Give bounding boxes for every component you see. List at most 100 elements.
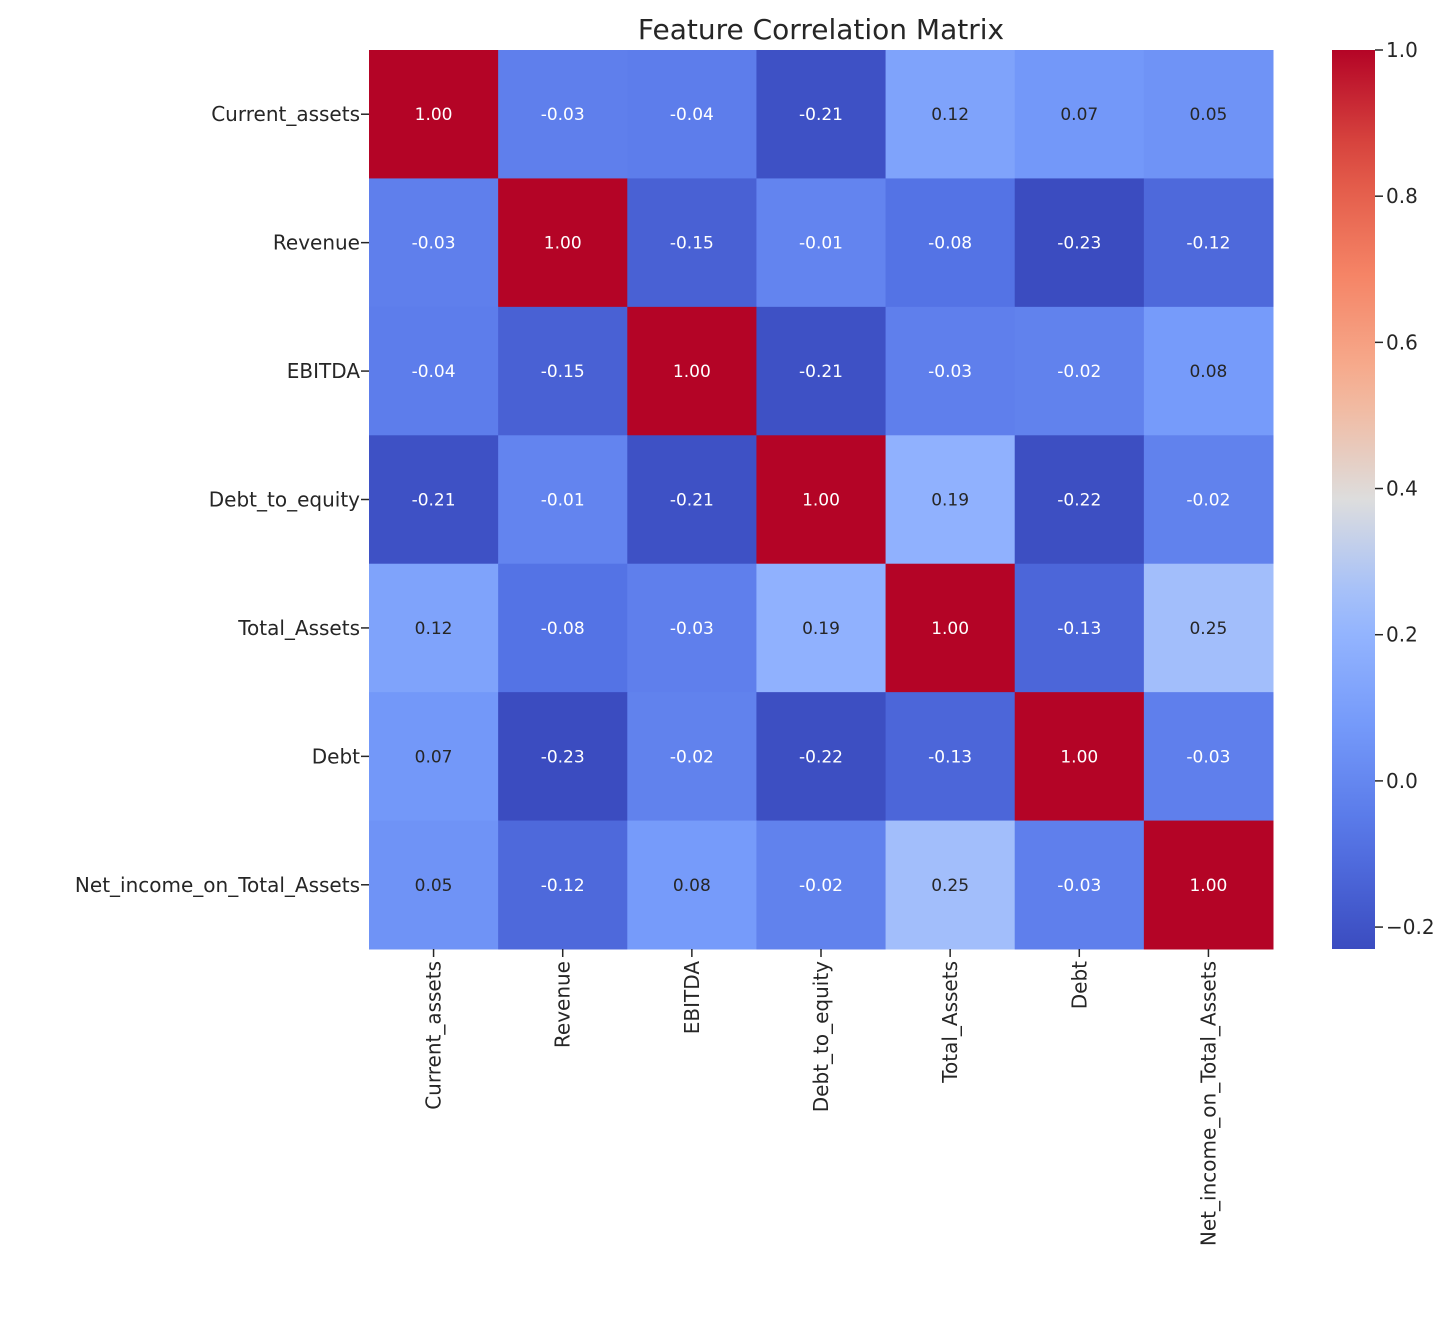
cell-value-label: 0.25 <box>931 876 969 896</box>
heatmap-cell <box>627 50 757 179</box>
x-tick-label: Total_Assets <box>938 961 962 1084</box>
heatmap-cell <box>885 820 1016 950</box>
cell-value-label: -0.04 <box>412 362 456 382</box>
cell-value-label: -0.23 <box>1057 234 1101 254</box>
cell-value-label: 0.25 <box>1189 619 1227 639</box>
chart-title: Feature Correlation Matrix <box>638 13 1004 46</box>
x-tick-label: Net_income_on_Total_Assets <box>1196 961 1220 1246</box>
x-tick-label: Current_assets <box>422 961 446 1110</box>
heatmap-cell <box>1143 306 1274 436</box>
cell-value-label: -0.22 <box>1057 491 1101 511</box>
y-tick-label: Debt_to_equity <box>209 488 360 512</box>
colorbar: 1.0 0.8 0.6 0.4 0.2 0.0 −0.2 <box>1332 38 1435 949</box>
cell-value-label: 0.12 <box>931 105 969 125</box>
colorbar-tick-label: 1.0 <box>1386 38 1418 62</box>
cell-value-label: -0.02 <box>670 747 714 767</box>
x-tick-label: Debt <box>1067 961 1091 1009</box>
heatmap-cell <box>756 563 887 693</box>
heatmap-cell <box>1014 820 1145 950</box>
heatmap-cell <box>498 692 628 822</box>
heatmap-cell <box>885 692 1016 822</box>
y-tick-label: Revenue <box>273 231 360 255</box>
heatmap-cell <box>627 820 757 950</box>
heatmap-cell <box>369 820 499 950</box>
heatmap-cell <box>756 435 887 565</box>
heatmap-cell <box>1143 435 1274 565</box>
colorbar-gradient <box>1332 50 1375 949</box>
heatmap-cell <box>498 563 628 693</box>
cell-value-label: 1.00 <box>802 491 840 511</box>
cell-value-label: -0.21 <box>799 105 843 125</box>
heatmap-cell <box>885 435 1016 565</box>
heatmap-cell <box>369 50 499 179</box>
heatmap-cell <box>756 50 887 179</box>
cell-value-label: -0.08 <box>928 234 972 254</box>
heatmap-cell <box>369 563 499 693</box>
cell-value-label: 1.00 <box>1189 876 1227 896</box>
cell-value-label: -0.13 <box>928 747 972 767</box>
colorbar-tick-label: −0.2 <box>1386 915 1435 939</box>
cell-value-label: -0.03 <box>541 105 585 125</box>
heatmap-cell <box>1143 50 1274 179</box>
cell-value-label: -0.01 <box>799 234 843 254</box>
colorbar-tick-label: 0.8 <box>1386 184 1418 208</box>
cell-value-label: 0.05 <box>1189 105 1227 125</box>
heatmap-cell <box>756 306 887 436</box>
heatmap-cell <box>1014 178 1145 308</box>
heatmap-cell <box>885 563 1016 693</box>
heatmap-cell <box>1014 692 1145 822</box>
cell-value-label: -0.22 <box>799 747 843 767</box>
cell-value-label: -0.21 <box>412 491 456 511</box>
heatmap-cell <box>498 178 628 308</box>
heatmap-cell <box>885 50 1016 179</box>
cell-value-label: -0.12 <box>1186 234 1230 254</box>
cell-value-label: 1.00 <box>931 619 969 639</box>
heatmap-cell <box>756 178 887 308</box>
y-tick-label: Total_Assets <box>237 616 360 640</box>
cell-value-label: 0.19 <box>802 619 840 639</box>
y-tick-label: Net_income_on_Total_Assets <box>75 873 360 897</box>
cell-value-label: -0.01 <box>541 491 585 511</box>
y-tick-label: Current_assets <box>211 102 360 126</box>
heatmap-cell <box>1143 692 1274 822</box>
cell-value-label: 0.05 <box>415 876 453 896</box>
cell-value-label: -0.13 <box>1057 619 1101 639</box>
heatmap-cell <box>1143 820 1274 950</box>
x-tick-label: Revenue <box>551 961 575 1048</box>
heatmap-cell <box>1014 435 1145 565</box>
cell-value-label: 0.12 <box>415 619 453 639</box>
cell-value-label: 0.07 <box>415 747 453 767</box>
cell-value-label: -0.12 <box>541 876 585 896</box>
heatmap-cell <box>1014 50 1145 179</box>
heatmap-cell <box>885 306 1016 436</box>
x-tick-label: Debt_to_equity <box>809 961 833 1112</box>
y-tick-label: EBITDA <box>287 359 361 383</box>
cell-value-label: -0.23 <box>541 747 585 767</box>
cell-value-label: -0.03 <box>670 619 714 639</box>
heatmap-cell <box>369 306 499 436</box>
cell-value-label: -0.21 <box>670 491 714 511</box>
y-axis: Current_assets Revenue EBITDA Debt_to_equit… <box>75 102 369 897</box>
heatmap-cell <box>498 50 628 179</box>
cell-value-label: -0.02 <box>1057 362 1101 382</box>
cell-value-label: 0.08 <box>1189 362 1227 382</box>
colorbar-tick-label: 0.6 <box>1386 330 1418 354</box>
cell-value-label: -0.03 <box>1186 747 1230 767</box>
heatmap-cell <box>1143 563 1274 693</box>
heatmap-cell <box>498 306 628 436</box>
cell-value-label: 1.00 <box>544 234 582 254</box>
cell-value-label: -0.15 <box>541 362 585 382</box>
cell-value-label: -0.03 <box>928 362 972 382</box>
cell-value-label: -0.03 <box>1057 876 1101 896</box>
heatmap-cell <box>627 435 757 565</box>
x-tick-label: EBITDA <box>680 961 704 1035</box>
heatmap-cell <box>1014 563 1145 693</box>
heatmap-cell <box>885 178 1016 308</box>
cell-value-label: -0.21 <box>799 362 843 382</box>
x-axis: Current_assets Revenue EBITDA Debt_to_equit… <box>422 949 1220 1246</box>
heatmap-cell <box>627 692 757 822</box>
heatmap-cells: 1.00 -0.03 -0.04 -0.21 0.12 0.07 0.05 -0.03 1.00… <box>369 50 1274 950</box>
cell-value-label: -0.02 <box>799 876 843 896</box>
heatmap-cell <box>498 435 628 565</box>
colorbar-tick-label: 0.0 <box>1386 769 1418 793</box>
